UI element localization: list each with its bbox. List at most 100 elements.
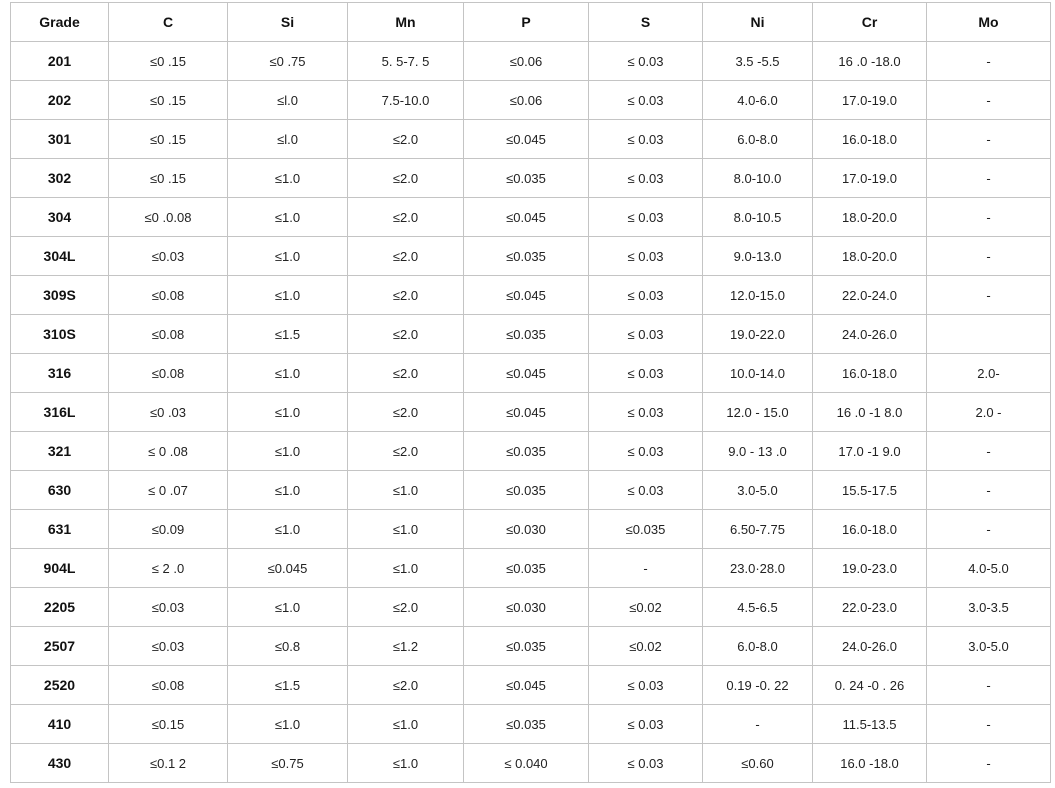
value-cell: ≤0.1 2 — [108, 743, 228, 783]
value-cell: ≤ 0.03 — [588, 743, 703, 783]
value-cell: - — [926, 119, 1051, 159]
value-cell: - — [926, 158, 1051, 198]
value-cell: 23.0·28.0 — [702, 548, 813, 588]
value-cell: 10.0-14.0 — [702, 353, 813, 393]
value-cell: 3.0-5.0 — [702, 470, 813, 510]
value-cell: ≤ 0.03 — [588, 470, 703, 510]
value-cell: 9.0-13.0 — [702, 236, 813, 276]
value-cell: ≤0.035 — [463, 158, 589, 198]
grade-cell: 301 — [10, 119, 109, 159]
value-cell: ≤ 0.040 — [463, 743, 589, 783]
column-header: P — [463, 2, 589, 42]
value-cell: ≤ 0.03 — [588, 41, 703, 81]
grade-cell: 2520 — [10, 665, 109, 705]
value-cell: 11.5-13.5 — [812, 704, 927, 744]
value-cell: 9.0 - 13 .0 — [702, 431, 813, 471]
grade-cell: 321 — [10, 431, 109, 471]
value-cell: ≤1.0 — [347, 548, 464, 588]
value-cell: ≤0 .75 — [227, 41, 348, 81]
value-cell: - — [926, 704, 1051, 744]
grade-cell: 304 — [10, 197, 109, 237]
table-row: 316 ≤0.08 ≤1.0 ≤2.0 ≤0.045 ≤ 0.03 10.0-14.0 16.… — [10, 353, 1051, 393]
value-cell: ≤0 .03 — [108, 392, 228, 432]
grade-cell: 316 — [10, 353, 109, 393]
value-cell: ≤0.045 — [463, 119, 589, 159]
value-cell: ≤2.0 — [347, 431, 464, 471]
column-header: C — [108, 2, 228, 42]
value-cell: ≤0.02 — [588, 587, 703, 627]
value-cell: 4.5-6.5 — [702, 587, 813, 627]
column-header: S — [588, 2, 703, 42]
value-cell: ≤2.0 — [347, 665, 464, 705]
value-cell: 6.50-7.75 — [702, 509, 813, 549]
value-cell: ≤1.0 — [227, 431, 348, 471]
grade-cell: 2205 — [10, 587, 109, 627]
value-cell: ≤ 0.03 — [588, 275, 703, 315]
value-cell: 6.0-8.0 — [702, 119, 813, 159]
value-cell: ≤0.06 — [463, 80, 589, 120]
value-cell: - — [926, 470, 1051, 510]
value-cell: ≤0.045 — [227, 548, 348, 588]
value-cell: 16.0-18.0 — [812, 119, 927, 159]
value-cell: - — [926, 197, 1051, 237]
composition-table: Grade C Si Mn P S Ni Cr Mo 201 ≤0 .15 ≤0 .75 5. 5-7… — [10, 2, 1051, 783]
value-cell: - — [926, 41, 1051, 81]
value-cell: ≤1.0 — [347, 743, 464, 783]
value-cell: 19.0-23.0 — [812, 548, 927, 588]
grade-cell: 316L — [10, 392, 109, 432]
value-cell: 5. 5-7. 5 — [347, 41, 464, 81]
value-cell: ≤ 0 .07 — [108, 470, 228, 510]
value-cell: ≤1.0 — [227, 275, 348, 315]
value-cell: ≤0.03 — [108, 236, 228, 276]
value-cell: ≤ 0.03 — [588, 314, 703, 354]
value-cell: ≤2.0 — [347, 392, 464, 432]
table-row: 631 ≤0.09 ≤1.0 ≤1.0 ≤0.030 ≤0.035 6.50-7.75 16.… — [10, 509, 1051, 549]
value-cell: ≤1.0 — [347, 704, 464, 744]
value-cell: 2.0- — [926, 353, 1051, 393]
value-cell: ≤1.5 — [227, 314, 348, 354]
value-cell: ≤1.0 — [227, 353, 348, 393]
value-cell: ≤0.02 — [588, 626, 703, 666]
grade-cell: 309S — [10, 275, 109, 315]
value-cell: 17.0-19.0 — [812, 158, 927, 198]
value-cell: 4.0-6.0 — [702, 80, 813, 120]
value-cell: ≤0.045 — [463, 392, 589, 432]
value-cell: 12.0 - 15.0 — [702, 392, 813, 432]
grade-cell: 2507 — [10, 626, 109, 666]
value-cell: ≤0.035 — [463, 704, 589, 744]
value-cell: ≤0 .15 — [108, 41, 228, 81]
value-cell: 3.0-3.5 — [926, 587, 1051, 627]
value-cell: 16.0 -18.0 — [812, 743, 927, 783]
table-row: 309S ≤0.08 ≤1.0 ≤2.0 ≤0.045 ≤ 0.03 12.0-15.0 22… — [10, 275, 1051, 315]
value-cell: ≤0 .15 — [108, 119, 228, 159]
value-cell: ≤2.0 — [347, 119, 464, 159]
value-cell: 8.0-10.5 — [702, 197, 813, 237]
value-cell: ≤ 0.03 — [588, 392, 703, 432]
value-cell — [926, 314, 1051, 354]
header-row: Grade C Si Mn P S Ni Cr Mo — [10, 2, 1051, 42]
column-header: Si — [227, 2, 348, 42]
value-cell: 16 .0 -1 8.0 — [812, 392, 927, 432]
value-cell: ≤ 0.03 — [588, 431, 703, 471]
value-cell: 3.0-5.0 — [926, 626, 1051, 666]
value-cell: 17.0-19.0 — [812, 80, 927, 120]
value-cell: ≤0.035 — [463, 236, 589, 276]
grade-cell: 201 — [10, 41, 109, 81]
value-cell: - — [926, 236, 1051, 276]
value-cell: ≤l.0 — [227, 80, 348, 120]
value-cell: 12.0-15.0 — [702, 275, 813, 315]
value-cell: ≤0.030 — [463, 587, 589, 627]
table-row: 2507 ≤0.03 ≤0.8 ≤1.2 ≤0.035 ≤0.02 6.0-8.0 24.0-… — [10, 626, 1051, 666]
value-cell: 3.5 -5.5 — [702, 41, 813, 81]
value-cell: 22.0-23.0 — [812, 587, 927, 627]
value-cell: ≤2.0 — [347, 587, 464, 627]
value-cell: 24.0-26.0 — [812, 314, 927, 354]
value-cell: 16 .0 -18.0 — [812, 41, 927, 81]
value-cell: 2.0 - — [926, 392, 1051, 432]
value-cell: 7.5-10.0 — [347, 80, 464, 120]
value-cell: ≤0.08 — [108, 314, 228, 354]
table-row: 2520 ≤0.08 ≤1.5 ≤2.0 ≤0.045 ≤ 0.03 0.19 -0. 22… — [10, 665, 1051, 705]
value-cell: ≤0.06 — [463, 41, 589, 81]
value-cell: 16.0-18.0 — [812, 509, 927, 549]
value-cell: ≤0.60 — [702, 743, 813, 783]
